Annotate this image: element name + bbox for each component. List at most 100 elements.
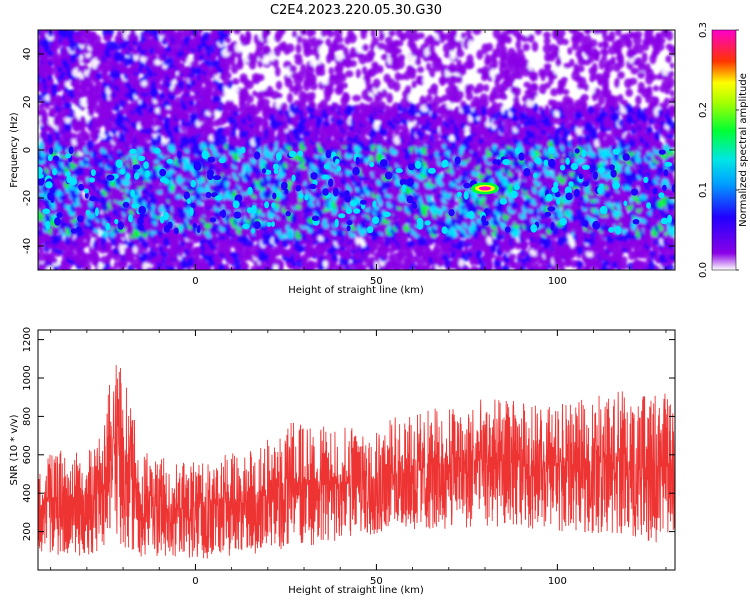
heat-cell: [308, 246, 316, 256]
heat-cell: [94, 128, 101, 137]
heat-cell: [88, 31, 96, 41]
heat-cell: [185, 240, 194, 248]
heat-cell: [47, 49, 54, 57]
heat-cell: [63, 121, 72, 132]
heat-cell: [411, 89, 419, 99]
heat-cell: [327, 30, 335, 38]
heat-cell: [314, 51, 320, 61]
heat-cell: [232, 86, 240, 94]
heat-cell: [212, 95, 222, 103]
heat-cell: [46, 266, 53, 270]
heat-cell: [394, 47, 402, 55]
heat-cell: [278, 260, 285, 268]
heat-cell: [342, 91, 349, 101]
heat-cell: [79, 240, 88, 249]
heat-cell: [310, 91, 316, 101]
heat-cell: [426, 34, 434, 45]
heat-cell: [422, 76, 431, 86]
heat-cell: [38, 108, 47, 117]
heat-cell: [177, 197, 185, 204]
heat-cell: [152, 30, 159, 37]
heat-cell: [82, 261, 92, 270]
heat-cell: [90, 116, 96, 123]
heat-cell: [309, 261, 318, 270]
heat-cell: [276, 92, 283, 99]
heat-cell: [258, 74, 265, 82]
heat-cell: [377, 101, 387, 111]
heat-cell: [51, 257, 58, 264]
heat-cell: [80, 98, 88, 107]
heat-cell: [154, 183, 162, 192]
heat-cell: [40, 30, 46, 36]
heat-cell: [355, 68, 361, 79]
heat-cell: [90, 251, 100, 260]
heat-cell: [386, 92, 394, 104]
heat-cell: [66, 267, 71, 270]
heat-cell: [318, 63, 325, 70]
heat-cell: [336, 263, 342, 270]
heat-cell: [68, 132, 78, 140]
heat-cell: [47, 30, 54, 38]
heat-cell: [295, 43, 302, 54]
heat-cell: [250, 103, 256, 111]
heat-cell: [407, 67, 417, 77]
heat-cell: [359, 102, 365, 110]
heat-cell: [82, 131, 90, 141]
heat-cell: [38, 246, 44, 253]
heat-cell: [309, 58, 317, 67]
heat-cell: [296, 35, 303, 44]
heat-cell: [107, 30, 115, 36]
heat-cell: [275, 80, 283, 90]
heat-cell: [348, 33, 357, 44]
heat-cell: [361, 44, 369, 52]
heat-cell: [349, 79, 358, 91]
heat-cell: [423, 133, 431, 140]
heat-cell: [357, 263, 367, 270]
heat-cell: [336, 36, 344, 43]
heat-cell: [348, 60, 357, 67]
heat-cell: [337, 71, 345, 80]
heat-cell: [367, 49, 376, 58]
heat-cell: [292, 30, 298, 38]
heat-cell: [245, 95, 254, 104]
heat-cell: [232, 135, 238, 145]
heat-cell: [106, 266, 116, 270]
heat-cell: [88, 81, 95, 91]
figure-title: C2E4.2023.220.05.30.G30: [270, 3, 442, 18]
heat-cell: [63, 101, 72, 109]
heat-cell: [232, 78, 240, 86]
heat-cell: [333, 30, 343, 39]
heat-cell: [239, 234, 248, 243]
heat-cell: [245, 31, 252, 42]
spectrogram-image: [38, 30, 675, 270]
heat-cell: [267, 36, 275, 44]
heat-cell: [224, 37, 231, 44]
heat-cell: [340, 82, 349, 89]
heat-cell: [237, 56, 244, 68]
heat-cell: [182, 112, 190, 120]
heat-cell: [286, 92, 294, 104]
heat-cell: [64, 117, 71, 124]
heat-cell: [318, 45, 327, 55]
heat-cell: [38, 131, 40, 139]
heat-cell: [309, 101, 317, 109]
heat-cell: [397, 54, 406, 62]
heat-cell: [430, 83, 439, 92]
heat-cell: [372, 78, 381, 89]
heat-cell: [263, 44, 270, 54]
heat-cell: [86, 139, 95, 150]
heat-cell: [263, 30, 271, 37]
heat-cell: [272, 58, 279, 69]
heat-cell: [328, 67, 334, 75]
heat-cell: [416, 32, 425, 39]
heat-cell: [257, 84, 267, 91]
heat-cell: [78, 137, 87, 149]
heat-cell: [155, 81, 162, 90]
heat-cell: [345, 70, 354, 78]
heat-cell: [404, 85, 412, 95]
heat-cell: [223, 263, 230, 270]
spectrogram-texture: [38, 30, 675, 270]
heat-cell: [160, 45, 166, 55]
heat-cell: [186, 266, 192, 270]
